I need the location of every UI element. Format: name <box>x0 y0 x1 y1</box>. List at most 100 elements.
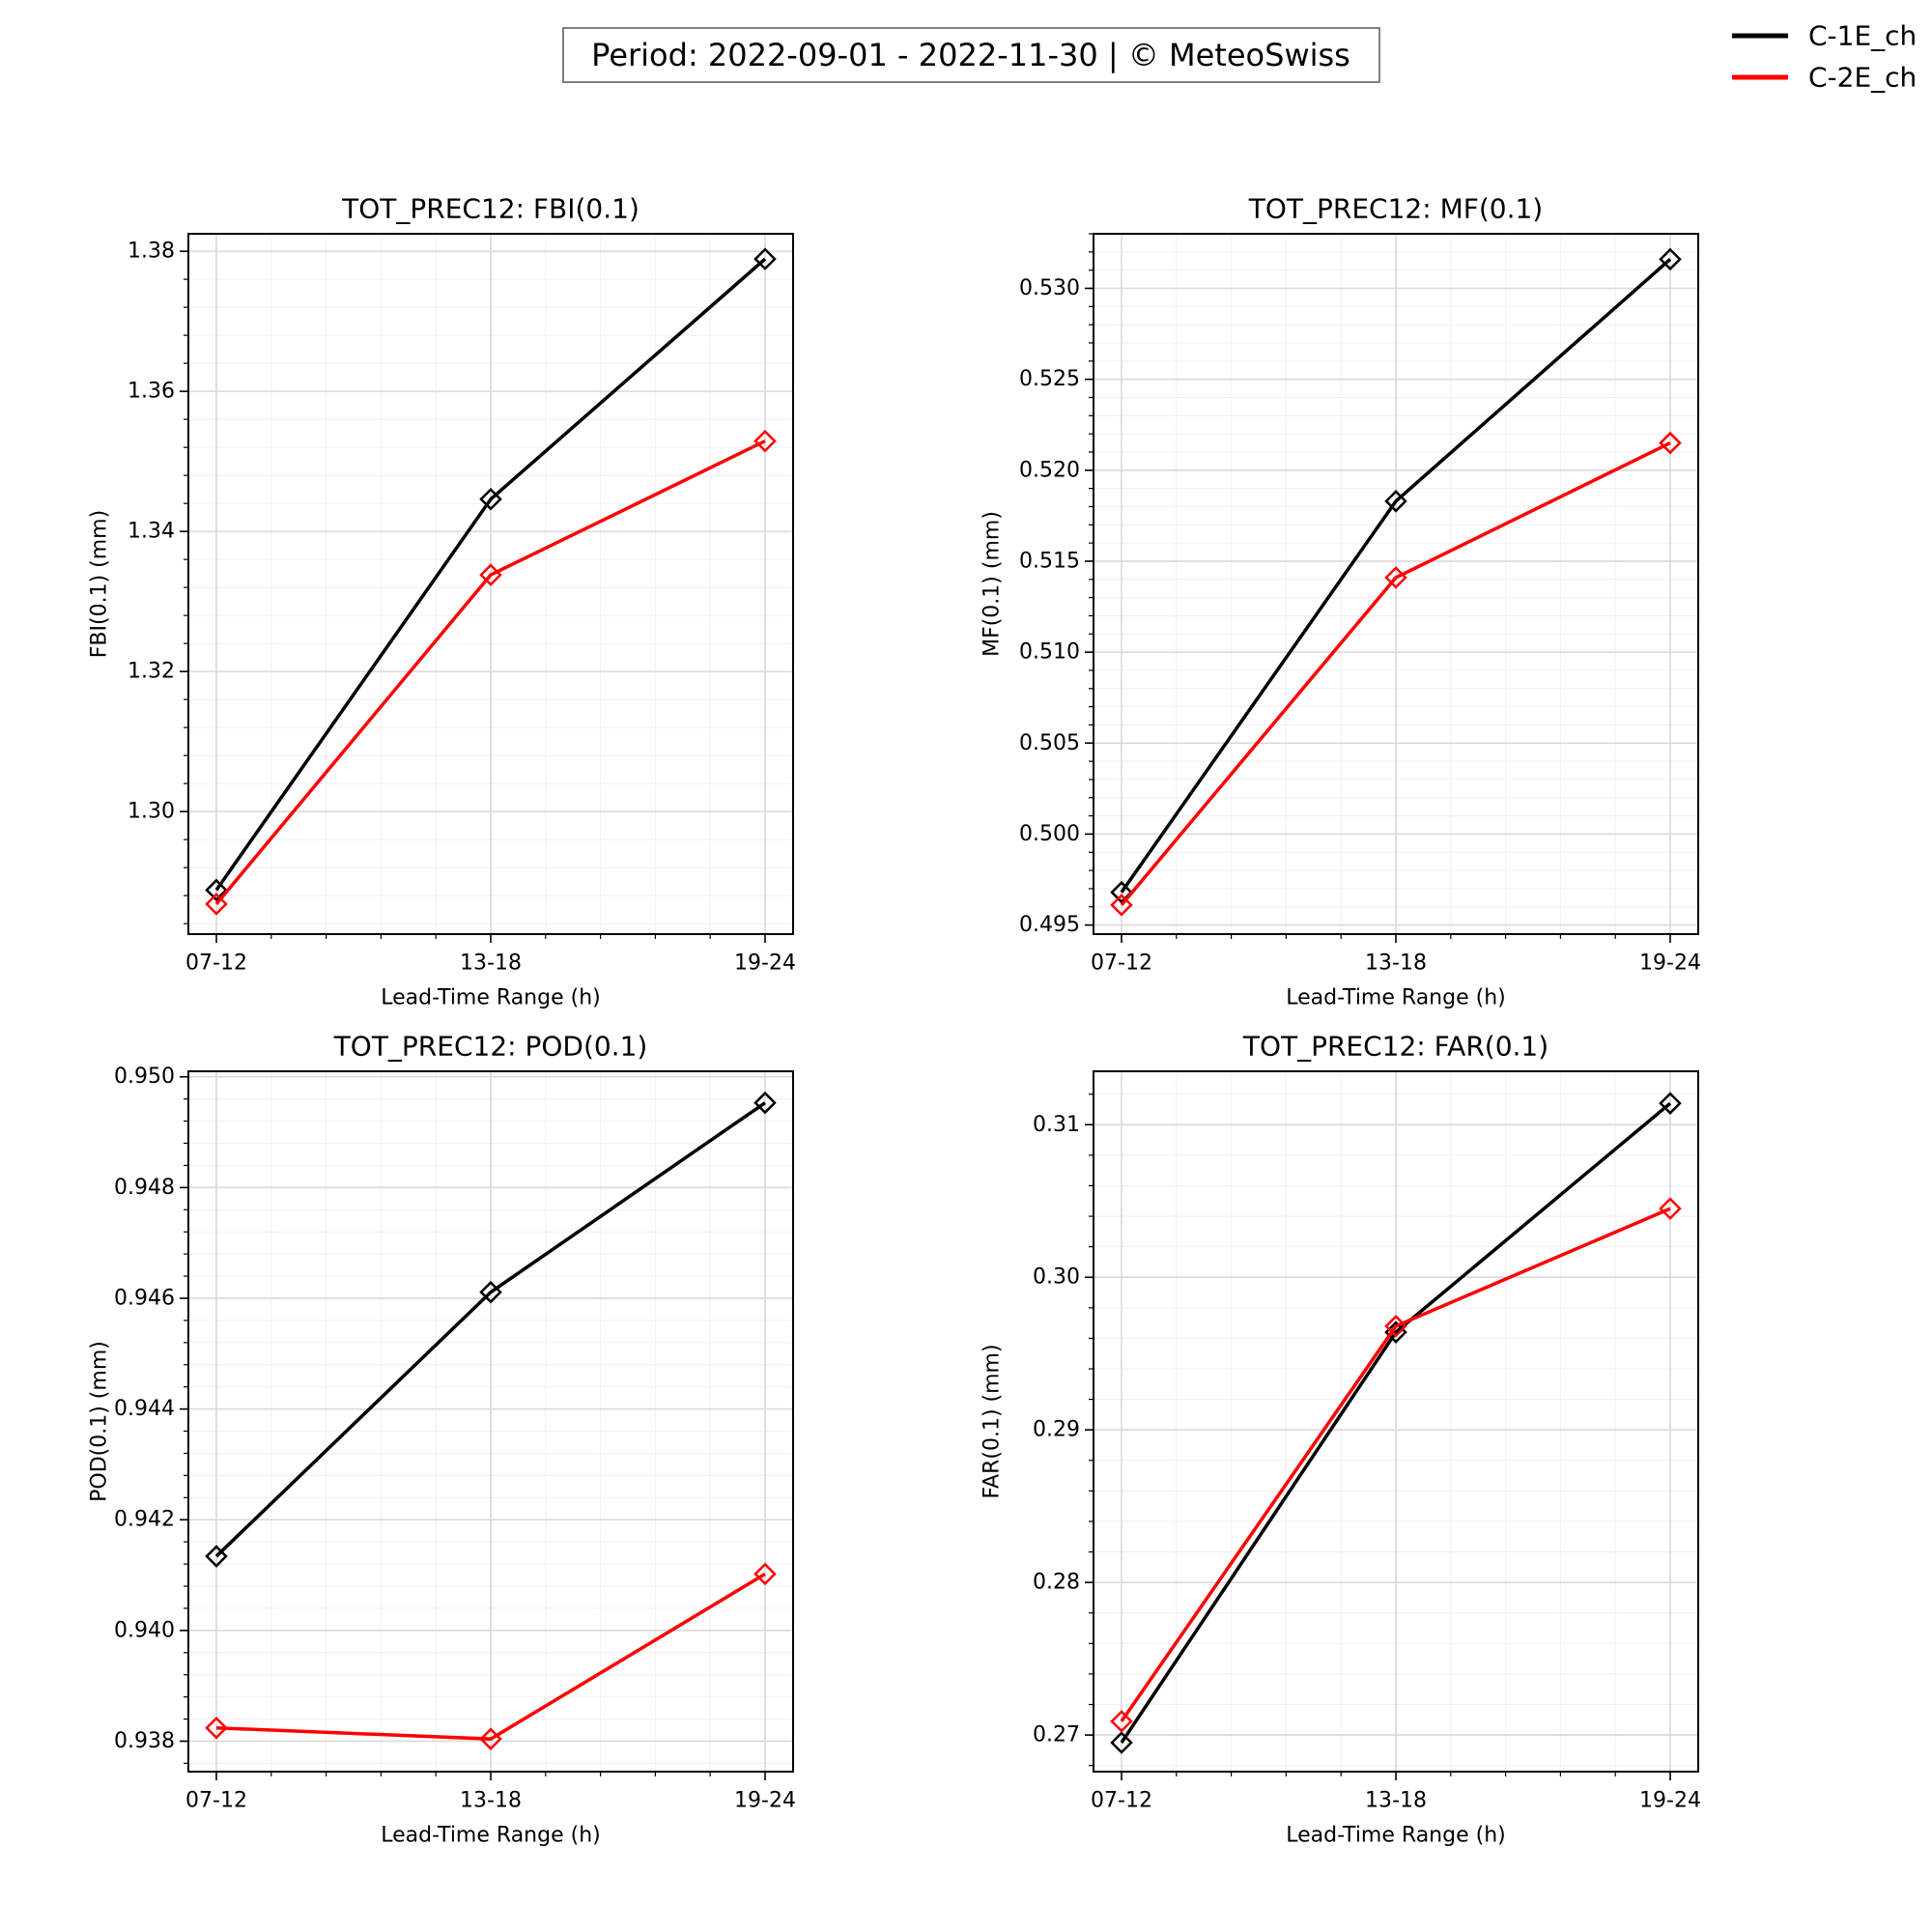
x-tick-label: 19-24 <box>734 1789 796 1813</box>
x-axis-label: Lead-Time Range (h) <box>381 986 600 1010</box>
y-tick-label: 0.948 <box>114 1176 175 1200</box>
series-C-1E_ch <box>205 247 777 902</box>
legend-label-c2e: C-2E_ch <box>1808 62 1917 94</box>
series-line <box>1120 440 1671 906</box>
plot-frame <box>187 1070 794 1773</box>
x-tick-label: 13-18 <box>460 1789 522 1813</box>
data-point <box>1659 247 1682 271</box>
y-tick-label: 0.27 <box>1033 1723 1080 1747</box>
y-tick-label: 0.30 <box>1033 1265 1080 1290</box>
y-tick-label: 0.944 <box>114 1397 175 1421</box>
y-tick-label: 0.950 <box>114 1065 175 1089</box>
data-point <box>479 1727 502 1750</box>
legend-label-c1e: C-1E_ch <box>1808 20 1917 52</box>
y-tick-label: 0.940 <box>114 1618 175 1642</box>
x-tick-label: 13-18 <box>1365 1789 1427 1813</box>
data-point <box>753 247 777 270</box>
y-tick-label: 0.500 <box>1019 822 1080 846</box>
x-tick-label: 07-12 <box>1091 952 1152 976</box>
series-line <box>1120 1101 1672 1744</box>
data-point <box>753 1091 777 1115</box>
data-point <box>1384 566 1407 589</box>
data-point <box>1110 880 1133 904</box>
series-line <box>1120 1207 1671 1722</box>
y-tick-label: 1.30 <box>128 800 175 824</box>
plot-frame <box>1093 1070 1699 1773</box>
data-point <box>205 1716 228 1740</box>
y-tick-label: 1.34 <box>128 520 175 544</box>
x-axis-label: Lead-Time Range (h) <box>1286 986 1505 1010</box>
x-axis-label: Lead-Time Range (h) <box>1286 1824 1505 1848</box>
data-point <box>753 1562 777 1586</box>
data-point <box>1659 431 1682 455</box>
y-axis-label: FBI(0.1) (mm) <box>88 510 112 658</box>
x-tick-label: 07-12 <box>1091 1789 1152 1813</box>
y-tick-label: 0.530 <box>1019 276 1080 300</box>
x-axis-label: Lead-Time Range (h) <box>381 1824 600 1848</box>
y-tick-label: 1.32 <box>128 660 175 684</box>
data-point <box>1384 1315 1407 1338</box>
y-tick-label: 0.515 <box>1019 549 1080 573</box>
series-line <box>215 1572 766 1741</box>
data-point <box>205 878 228 902</box>
data-point <box>1110 1710 1133 1733</box>
series-line <box>214 1101 766 1558</box>
y-tick-label: 0.31 <box>1033 1113 1080 1137</box>
y-tick-label: 1.36 <box>128 380 175 404</box>
chart-title: TOT_PREC12: FBI(0.1) <box>341 193 639 225</box>
plot-frame <box>187 233 794 935</box>
series-C-2E_ch <box>1110 431 1682 917</box>
y-tick-label: 1.38 <box>128 240 175 264</box>
series-line <box>214 257 767 892</box>
period-text: Period: 2022-09-01 - 2022-11-30 | © Mete… <box>591 37 1350 73</box>
data-point <box>1659 1197 1682 1220</box>
y-tick-label: 0.942 <box>114 1508 175 1532</box>
legend: C-1E_ch C-2E_ch <box>1732 20 1917 94</box>
data-point <box>753 429 777 453</box>
y-tick-label: 0.505 <box>1019 731 1080 755</box>
series-C-2E_ch <box>205 1562 777 1750</box>
data-point <box>205 893 228 916</box>
chart-panel-far: 0.27 0.28 0.29 0.30 0.31 07-12 13-18 19-24 TOT_P… <box>980 1031 1701 1848</box>
x-tick-label: 19-24 <box>1639 952 1701 976</box>
y-tick-label: 0.510 <box>1019 640 1080 665</box>
chart-panel-pod: 0.938 0.940 0.942 0.944 0.946 0.948 0.950 07-12… <box>88 1031 796 1848</box>
x-tick-label: 19-24 <box>1639 1789 1701 1813</box>
series-line <box>214 440 766 905</box>
data-point <box>479 1280 502 1304</box>
y-tick-label: 0.525 <box>1019 367 1080 391</box>
x-tick-label: 07-12 <box>185 952 247 976</box>
plot-frame <box>1093 233 1699 935</box>
x-tick-label: 13-18 <box>1365 952 1427 976</box>
chart-panel-fbi: 1.30 1.32 1.34 1.36 1.38 07-12 13-18 19-24 TOT_P… <box>88 193 796 1010</box>
y-tick-label: 0.29 <box>1033 1418 1080 1442</box>
y-tick-label: 0.495 <box>1019 913 1080 937</box>
y-tick-label: 0.938 <box>114 1729 175 1753</box>
data-point <box>479 488 502 511</box>
chart-panel-mf: 0.495 0.500 0.505 0.510 0.515 0.520 0.525 0.530… <box>980 193 1701 1010</box>
series-C-2E_ch <box>205 429 777 916</box>
y-tick-label: 0.946 <box>114 1286 175 1310</box>
series-line <box>1120 258 1672 894</box>
y-axis-label: MF(0.1) (mm) <box>980 511 1005 657</box>
x-tick-label: 19-24 <box>734 952 796 976</box>
data-point <box>205 1545 228 1568</box>
series-C-1E_ch <box>1110 247 1682 904</box>
series-C-1E_ch <box>205 1091 777 1568</box>
series-C-2E_ch <box>1110 1197 1682 1733</box>
chart-title: TOT_PREC12: FAR(0.1) <box>1242 1031 1548 1063</box>
y-axis-label: POD(0.1) (mm) <box>88 1341 112 1502</box>
chart-title: TOT_PREC12: POD(0.1) <box>333 1031 648 1063</box>
data-point <box>1659 1092 1682 1115</box>
data-point <box>1110 894 1133 917</box>
x-tick-label: 07-12 <box>185 1789 247 1813</box>
data-point <box>1110 1731 1133 1754</box>
y-tick-label: 0.28 <box>1033 1571 1080 1595</box>
period-box <box>562 27 1380 83</box>
y-axis-label: FAR(0.1) (mm) <box>980 1344 1005 1498</box>
data-point <box>479 563 502 586</box>
y-tick-label: 0.520 <box>1019 458 1080 482</box>
chart-title: TOT_PREC12: MF(0.1) <box>1248 193 1543 225</box>
data-point <box>1384 490 1407 513</box>
